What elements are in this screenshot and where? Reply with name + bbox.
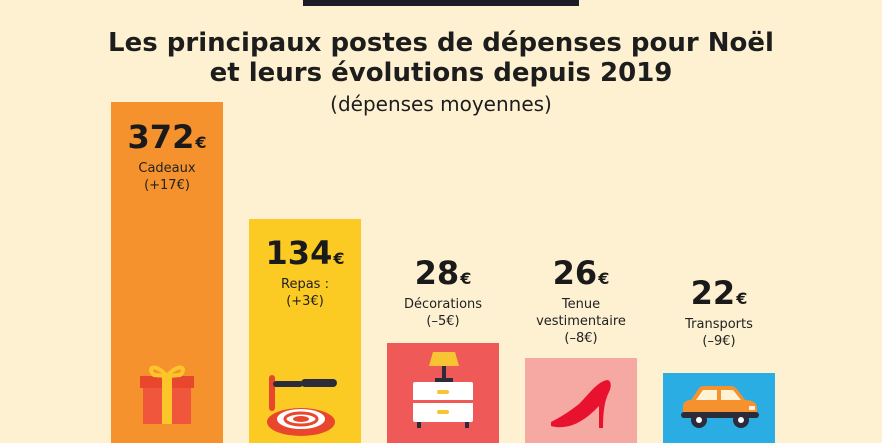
chart-subtitle: (dépenses moyennes) [330, 92, 552, 116]
chart-title-line-2: et leurs évolutions depuis 2019 [209, 58, 673, 88]
bar-2 [249, 219, 361, 443]
bar-change: (–5€) [426, 314, 460, 329]
bar-label-1: 372€ Cadeaux (+17€) [82, 120, 252, 194]
bar-value-number: 28 [414, 254, 460, 292]
plate-icon [265, 367, 345, 441]
bar-value-currency: € [195, 133, 207, 152]
bar-value-number: 372 [127, 118, 195, 156]
gift-icon [140, 360, 194, 428]
bar-4 [525, 358, 637, 443]
bar-value-currency: € [736, 289, 748, 308]
bar-value-currency: € [333, 249, 345, 268]
bar-label-4: 26€ Tenue vestimentaire (–8€) [496, 256, 666, 347]
top-bar [303, 0, 579, 6]
bar-label-2: 134€ Repas : (+3€) [220, 236, 390, 310]
lamp-icon [411, 352, 475, 432]
bar-value-number: 26 [552, 254, 598, 292]
bar-value: 22€ [634, 276, 804, 316]
bar-change: (+3€) [286, 294, 324, 309]
bar-value: 372€ [82, 120, 252, 160]
bar-category: Repas : [281, 277, 329, 292]
bar-category: Cadeaux [138, 161, 196, 176]
bar-change: (–9€) [702, 334, 736, 349]
chart-title: Les principaux postes de dépenses pour N… [0, 28, 882, 88]
bar-value-currency: € [598, 269, 610, 288]
bar-category: Décorations [403, 297, 483, 312]
bar-category: Tenue vestimentaire [536, 297, 626, 329]
bar-value: 28€ [358, 256, 528, 296]
car-icon [679, 384, 759, 434]
bar-value: 134€ [220, 236, 390, 276]
bar-category: Transports [685, 317, 753, 332]
bar-change: (+17€) [144, 178, 190, 193]
bar-change: (–8€) [564, 331, 598, 346]
bar-value-number: 22 [690, 274, 736, 312]
bar-value-currency: € [460, 269, 472, 288]
bar-value-number: 134 [265, 234, 333, 272]
bar-value: 26€ [496, 256, 666, 296]
chart-title-line-1: Les principaux postes de dépenses pour N… [108, 28, 774, 58]
bar-label-3: 28€ Décorations (–5€) [358, 256, 528, 330]
bar-label-5: 22€ Transports (–9€) [634, 276, 804, 350]
high-heel-icon [549, 376, 613, 436]
